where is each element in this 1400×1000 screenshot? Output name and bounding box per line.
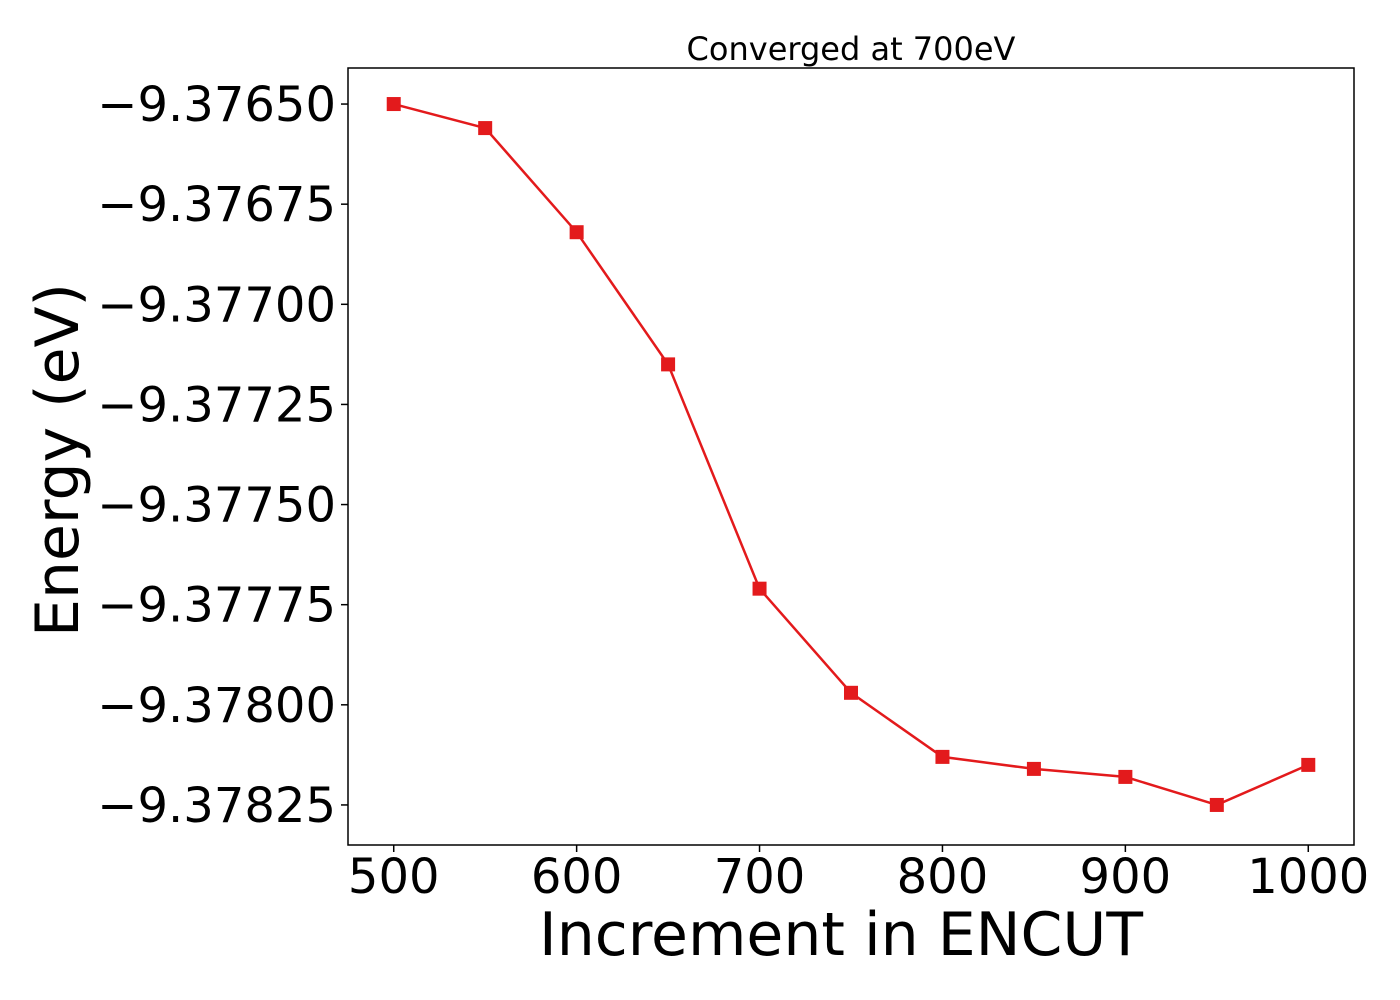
data-point-marker bbox=[935, 749, 950, 764]
x-tick-label: 1000 bbox=[1247, 849, 1369, 905]
x-axis-label: Increment in ENCUT bbox=[539, 900, 1143, 970]
y-tick-label: −9.37725 bbox=[97, 377, 336, 433]
data-point-marker bbox=[1209, 797, 1224, 812]
y-axis-label: Energy (eV) bbox=[23, 283, 93, 637]
y-tick-label: −9.37750 bbox=[97, 478, 336, 534]
x-tick-label: 700 bbox=[714, 849, 806, 905]
y-tick-label: −9.37700 bbox=[97, 277, 336, 333]
y-tick-label: −9.37775 bbox=[97, 578, 336, 634]
data-point-marker bbox=[1301, 757, 1316, 772]
chart-title: Converged at 700eV bbox=[687, 30, 1016, 68]
data-point-marker bbox=[752, 581, 767, 596]
data-point-marker bbox=[844, 685, 858, 700]
x-tick-label: 500 bbox=[348, 849, 440, 905]
x-tick-label: 900 bbox=[1080, 849, 1172, 905]
series-line bbox=[393, 102, 1309, 807]
y-axis-ticks: −9.37650 −9.37675 −9.37700 −9.37725 −9.37750… bbox=[97, 77, 348, 834]
y-tick-label: −9.37650 bbox=[97, 77, 336, 133]
x-axis-ticks: 500 600 700 800 900 1000 bbox=[348, 845, 1369, 905]
data-point-marker bbox=[569, 225, 584, 240]
plot-area-frame bbox=[347, 67, 1355, 846]
data-point-marker bbox=[386, 97, 401, 112]
y-tick-label: −9.37675 bbox=[97, 177, 336, 233]
y-tick-label: −9.37825 bbox=[97, 778, 336, 834]
x-tick-label: 600 bbox=[531, 849, 623, 905]
data-point-marker bbox=[1026, 761, 1041, 776]
data-point-marker bbox=[478, 121, 493, 136]
y-tick-label: −9.37800 bbox=[97, 678, 336, 734]
x-tick-label: 800 bbox=[897, 849, 989, 905]
series-energy bbox=[386, 97, 1316, 812]
data-point-marker bbox=[1118, 769, 1133, 784]
data-point-marker bbox=[661, 357, 676, 372]
